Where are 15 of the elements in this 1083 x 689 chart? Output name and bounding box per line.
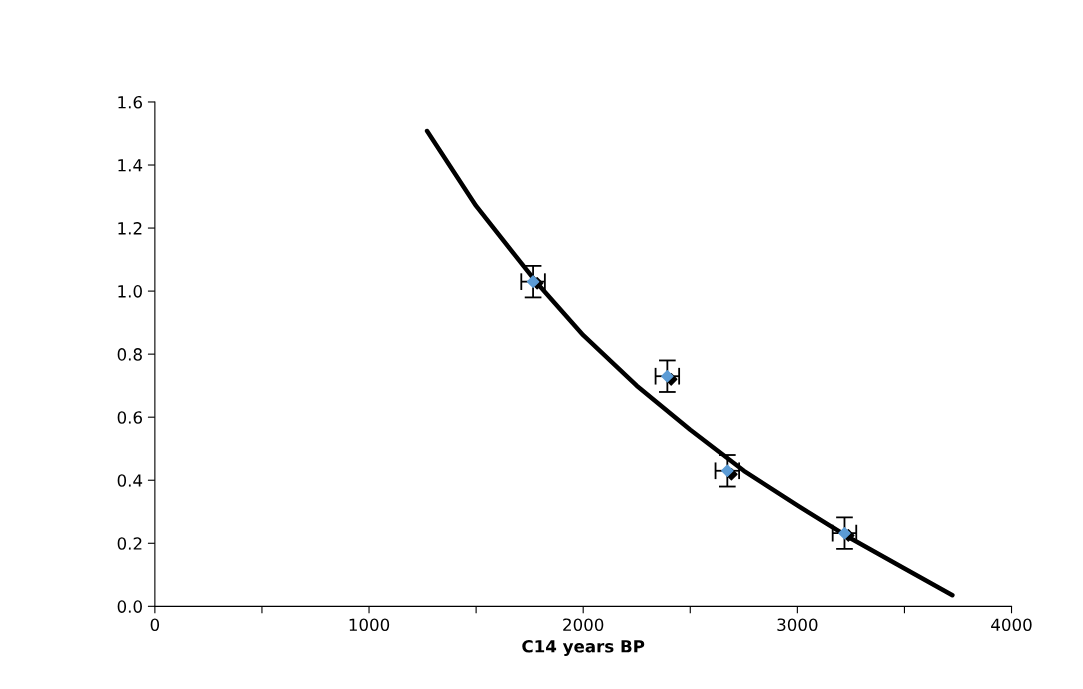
x-axis-title: C14 years BP: [522, 639, 645, 656]
x-tick-label: 2000: [563, 618, 604, 632]
y-tick-label: 0.0: [117, 600, 142, 613]
y-tick-label: 0.2: [117, 537, 142, 550]
y-tick-label: 0.4: [117, 474, 143, 487]
y-tick-label: 1.0: [118, 285, 142, 298]
y-tick-label: 0.6: [117, 411, 143, 424]
x-tick-label: 0: [150, 618, 160, 632]
x-tick-label: 1000: [349, 618, 390, 632]
y-tick-label: 1.4: [118, 159, 143, 172]
y-tick-label: 1.6: [118, 95, 143, 109]
x-tick-label: 4000: [991, 618, 1032, 632]
y-tick-label: 1.2: [118, 222, 142, 235]
y-tick-label: 0.8: [117, 348, 142, 361]
x-tick-label: 3000: [777, 618, 818, 632]
